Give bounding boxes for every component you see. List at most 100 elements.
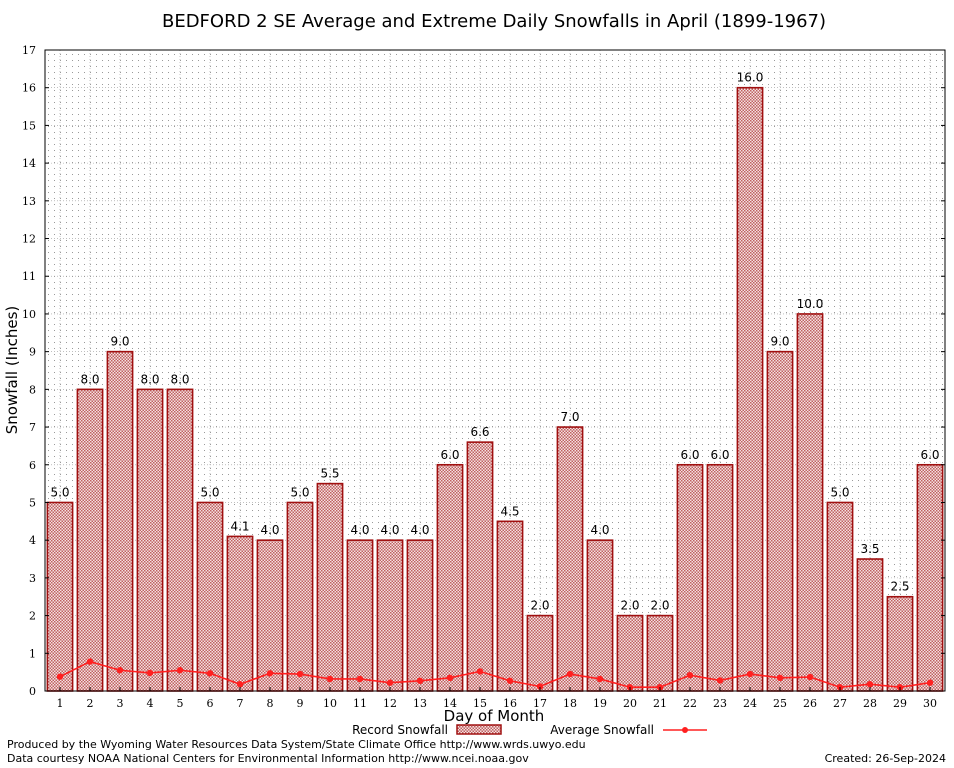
- average-point-day-16: [506, 677, 514, 685]
- bar-value-label: 8.0: [140, 372, 159, 386]
- average-point-day-28: [866, 681, 874, 688]
- x-tick-label: 3: [117, 697, 124, 710]
- average-point-day-4: [146, 669, 154, 677]
- average-point-day-1: [56, 673, 64, 680]
- chart-title: BEDFORD 2 SE Average and Extreme Daily S…: [162, 11, 826, 32]
- y-tick-label: 0: [29, 685, 36, 698]
- bar-record-day-11: [346, 539, 374, 692]
- bar-value-label: 5.0: [290, 485, 309, 499]
- bar-record-day-3: [106, 350, 134, 692]
- x-tick-label: 6: [207, 697, 214, 710]
- y-tick-label: 17: [22, 44, 36, 57]
- bar-record-day-27: [826, 501, 854, 692]
- x-tick-label: 27: [833, 697, 847, 710]
- average-series-line: [59, 660, 931, 689]
- bar-value-label: 10.0: [797, 297, 824, 311]
- legend-marker-average: [682, 727, 688, 733]
- y-tick-label: 7: [29, 421, 36, 434]
- y-tick-label: 5: [29, 496, 36, 509]
- bar-value-label: 2.0: [530, 599, 549, 613]
- bar-record-day-2: [76, 388, 104, 692]
- bar-record-day-6: [196, 501, 224, 692]
- bar-record-day-9: [286, 501, 314, 692]
- average-point-day-3: [116, 667, 124, 674]
- bar-value-label: 5.0: [200, 485, 219, 499]
- y-tick-label: 8: [29, 383, 36, 396]
- bar-record-day-14: [436, 463, 464, 692]
- x-tick-label: 16: [503, 697, 517, 710]
- y-axis-label: Snowfall (Inches): [3, 306, 21, 434]
- bar-value-label: 6.0: [710, 448, 729, 462]
- bar-record-day-19: [586, 539, 614, 692]
- y-tick-label: 13: [22, 195, 36, 208]
- x-tick-label: 7: [237, 697, 244, 710]
- average-point-day-15: [476, 668, 484, 675]
- x-tick-label: 26: [803, 697, 817, 710]
- x-tick-label: 11: [353, 697, 367, 710]
- bar-record-day-1: [46, 501, 74, 692]
- average-point-day-5: [176, 667, 184, 674]
- bar-value-label: 9.0: [770, 335, 789, 349]
- average-point-day-11: [356, 675, 364, 683]
- bar-value-label: 4.0: [380, 523, 399, 537]
- y-tick-label: 1: [29, 647, 36, 660]
- bar-record-day-12: [376, 539, 404, 692]
- x-tick-label: 5: [177, 697, 184, 710]
- y-tick-label: 15: [22, 119, 36, 132]
- bar-record-day-23: [706, 463, 734, 692]
- x-tick-label: 23: [713, 697, 727, 710]
- average-point-day-6: [206, 670, 214, 677]
- bar-record-day-4: [136, 388, 164, 692]
- footer-created: Created: 26-Sep-2024: [824, 752, 946, 765]
- x-tick-label: 8: [267, 697, 274, 710]
- y-tick-label: 6: [29, 459, 36, 472]
- bars: [46, 86, 944, 692]
- average-point-day-14: [446, 674, 454, 682]
- bar-value-label: 4.0: [260, 523, 279, 537]
- bar-value-label: 4.0: [410, 523, 429, 537]
- y-tick-label: 2: [29, 610, 36, 623]
- average-point-day-17: [536, 683, 544, 690]
- bar-value-label: 9.0: [110, 335, 129, 349]
- bar-value-label: 5.0: [830, 485, 849, 499]
- bar-record-day-16: [496, 520, 524, 692]
- bar-value-label: 4.5: [500, 504, 519, 518]
- average-point-day-18: [566, 670, 574, 678]
- y-tick-label: 3: [29, 572, 36, 585]
- average-point-day-8: [266, 670, 274, 677]
- average-point-day-26: [806, 673, 814, 681]
- bar-record-day-21: [646, 614, 674, 692]
- footer-data-courtesy: Data courtesy NOAA National Centers for …: [7, 752, 529, 765]
- y-tick-label: 4: [29, 534, 36, 547]
- bar-value-label: 6.0: [680, 448, 699, 462]
- bar-value-label: 8.0: [80, 372, 99, 386]
- x-tick-label: 15: [473, 697, 487, 710]
- bar-value-label: 7.0: [560, 410, 579, 424]
- average-point-day-30: [926, 679, 934, 686]
- bar-value-label: 4.0: [590, 523, 609, 537]
- bar-record-day-10: [316, 482, 344, 692]
- bar-record-day-28: [856, 558, 884, 692]
- x-axis-label: Day of Month: [444, 707, 545, 725]
- x-tick-label: 18: [563, 697, 577, 710]
- plot-frame: [44, 49, 946, 692]
- x-tick-label: 4: [147, 697, 154, 710]
- footer-produced-by: Produced by the Wyoming Water Resources …: [7, 738, 586, 751]
- x-tick-label: 24: [743, 697, 757, 710]
- average-point-day-24: [746, 670, 754, 678]
- average-point-day-10: [326, 675, 334, 683]
- bar-value-label: 6.0: [920, 448, 939, 462]
- x-tick-label: 13: [413, 697, 427, 710]
- bar-value-label: 2.0: [650, 599, 669, 613]
- x-tick-label: 9: [297, 697, 304, 710]
- legend-label-record: Record Snowfall: [352, 723, 448, 737]
- x-tick-label: 22: [683, 697, 697, 710]
- legend: Record Snowfall Average Snowfall: [352, 723, 707, 737]
- bar-value-label: 8.0: [170, 372, 189, 386]
- y-tick-label: 9: [29, 346, 36, 359]
- average-point-day-12: [386, 679, 394, 686]
- average-point-day-2: [86, 658, 94, 665]
- bar-value-label: 4.0: [350, 523, 369, 537]
- average-point-day-19: [596, 675, 604, 683]
